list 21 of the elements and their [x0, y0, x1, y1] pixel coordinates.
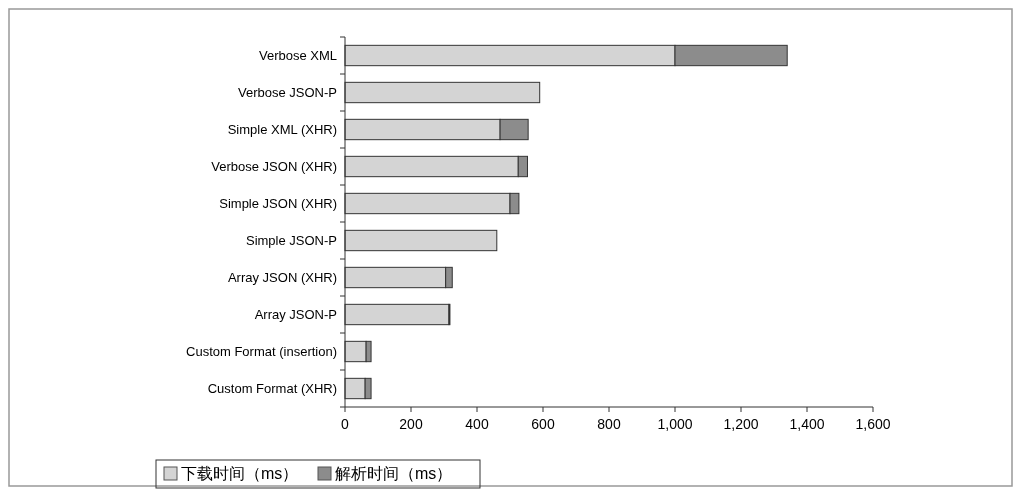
y-tick-label: Array JSON-P: [254, 307, 337, 323]
legend-label: 解析时间（ms）: [335, 465, 453, 482]
x-tick-label: 1,400: [789, 416, 825, 432]
x-tick-label: 0: [341, 416, 350, 432]
x-tick-label: 1,200: [723, 416, 759, 432]
y-tick-label: Custom Format (insertion): [186, 344, 337, 360]
x-tick-label: 200: [399, 416, 423, 432]
x-tick-label: 600: [531, 416, 555, 432]
y-tick-label: Simple XML (XHR): [227, 122, 337, 138]
y-tick-label: Custom Format (XHR): [207, 381, 337, 397]
y-tick-label: Simple JSON (XHR): [219, 196, 337, 212]
y-tick-label: Simple JSON-P: [245, 233, 337, 249]
x-tick-label: 800: [597, 416, 621, 432]
x-tick-label: 1,600: [855, 416, 891, 432]
y-tick-label: Verbose JSON-P: [238, 85, 337, 101]
legend-label: 下载时间（ms）: [181, 465, 299, 482]
x-tick-label: 400: [465, 416, 489, 432]
y-tick-label: Array JSON (XHR): [227, 270, 337, 286]
y-tick-label: Verbose XML: [258, 48, 337, 64]
x-tick-label: 1,000: [657, 416, 693, 432]
y-tick-label: Verbose JSON (XHR): [211, 159, 337, 175]
